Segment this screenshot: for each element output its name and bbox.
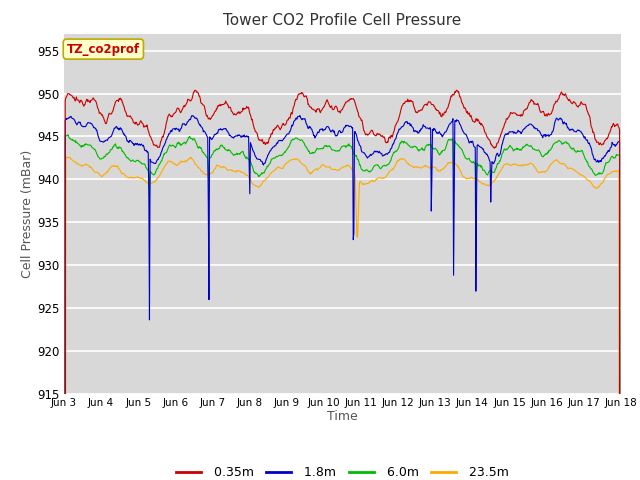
Legend:   0.35m,   1.8m,   6.0m,   23.5m: 0.35m, 1.8m, 6.0m, 23.5m — [171, 461, 514, 480]
Y-axis label: Cell Pressure (mBar): Cell Pressure (mBar) — [21, 149, 34, 278]
X-axis label: Time: Time — [327, 410, 358, 423]
Text: TZ_co2prof: TZ_co2prof — [67, 43, 140, 56]
Title: Tower CO2 Profile Cell Pressure: Tower CO2 Profile Cell Pressure — [223, 13, 461, 28]
